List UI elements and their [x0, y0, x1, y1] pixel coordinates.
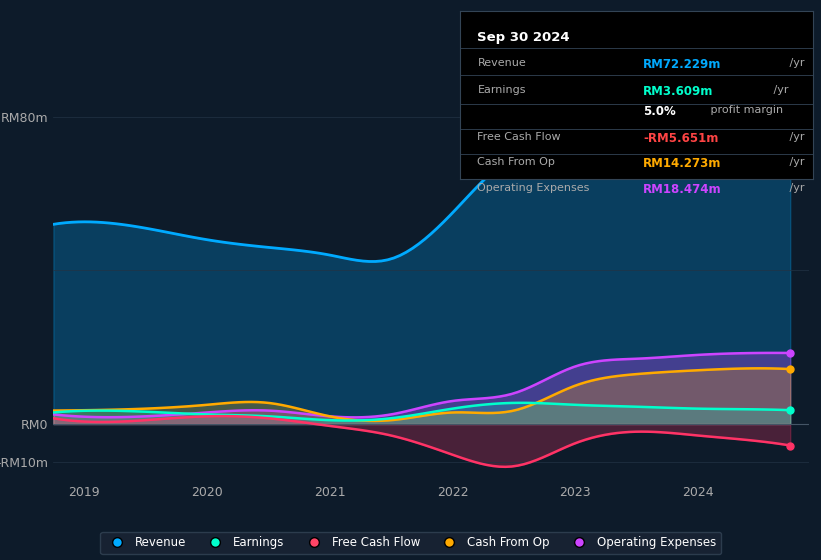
Text: RM18.474m: RM18.474m — [644, 183, 722, 195]
Text: RM14.273m: RM14.273m — [644, 157, 722, 170]
Text: /yr: /yr — [787, 183, 805, 193]
Text: /yr: /yr — [787, 132, 805, 142]
Text: Earnings: Earnings — [478, 85, 526, 95]
Text: RM72.229m: RM72.229m — [644, 58, 722, 71]
Text: Revenue: Revenue — [478, 58, 526, 68]
Text: Sep 30 2024: Sep 30 2024 — [478, 31, 570, 44]
Text: /yr: /yr — [787, 58, 805, 68]
Text: Operating Expenses: Operating Expenses — [478, 183, 589, 193]
Legend: Revenue, Earnings, Free Cash Flow, Cash From Op, Operating Expenses: Revenue, Earnings, Free Cash Flow, Cash … — [100, 531, 721, 554]
Text: 5.0%: 5.0% — [644, 105, 676, 118]
Text: RM3.609m: RM3.609m — [644, 85, 713, 98]
Text: Cash From Op: Cash From Op — [478, 157, 555, 167]
Text: /yr: /yr — [770, 85, 789, 95]
Text: profit margin: profit margin — [707, 105, 783, 115]
Text: /yr: /yr — [787, 157, 805, 167]
Text: Free Cash Flow: Free Cash Flow — [478, 132, 561, 142]
Text: -RM5.651m: -RM5.651m — [644, 132, 718, 145]
